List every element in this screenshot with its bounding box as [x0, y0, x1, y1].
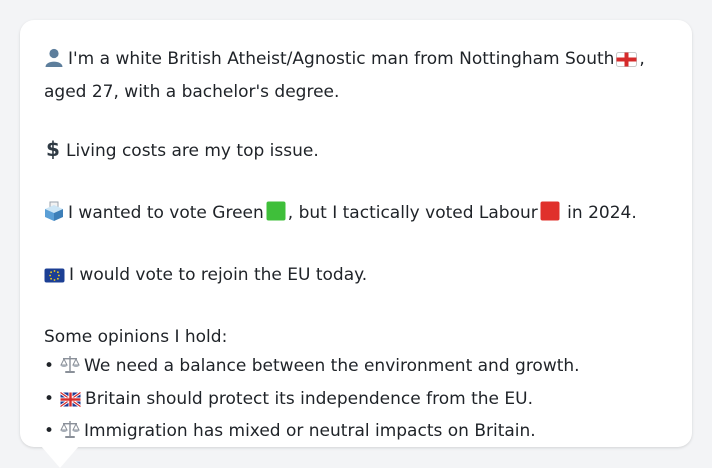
- intro-text-a: I'm a white British Atheist/Agnostic man…: [68, 49, 615, 69]
- ballot-box-icon: [44, 201, 64, 232]
- opinion-text: We need a balance between the environmen…: [84, 356, 580, 376]
- bullet: •: [44, 356, 55, 376]
- bullet: •: [44, 388, 55, 409]
- opinion-text: Immigration has mixed or neutral impacts…: [84, 421, 536, 441]
- list-item: • We need a balance between the environm…: [44, 352, 668, 385]
- issue-text: Living costs are my top issue.: [66, 140, 319, 161]
- scales-icon: [60, 419, 80, 450]
- vote-text-a: I wanted to vote Green: [68, 202, 264, 223]
- speech-bubble-tail: [41, 446, 79, 468]
- intro-line: I'm a white British Atheist/Agnostic man…: [44, 45, 668, 107]
- list-item: • Immigration has mixed or neutral impac…: [44, 417, 668, 450]
- profile-card: I'm a white British Atheist/Agnostic man…: [20, 20, 692, 447]
- england-flag-icon: [616, 48, 638, 78]
- opinions-list: • We need a balance between the environm…: [44, 352, 668, 450]
- list-item: • Britain should protect its independenc…: [44, 385, 668, 418]
- vote-text-b: , but I tactically voted Labour: [287, 202, 538, 223]
- person-icon: [44, 47, 64, 78]
- eu-text: I would vote to rejoin the EU today.: [69, 264, 368, 285]
- green-square-icon: [266, 201, 286, 232]
- bullet: •: [44, 421, 55, 441]
- vote-line: I wanted to vote Green , but I tacticall…: [44, 199, 668, 232]
- issue-line: $ Living costs are my top issue.: [44, 137, 668, 170]
- uk-flag-icon: [59, 388, 82, 418]
- svg-text:$: $: [46, 139, 60, 159]
- red-square-icon: [540, 201, 560, 232]
- intro-text-b: , aged 27, with a bachelor's degree.: [44, 49, 645, 102]
- eu-flag-icon: [44, 264, 65, 294]
- dollar-icon: $: [44, 137, 62, 170]
- opinions-heading: Some opinions I hold:: [44, 326, 228, 347]
- opinion-text: Britain should protect its independence …: [85, 388, 533, 409]
- scales-icon: [60, 354, 80, 385]
- eu-line: I would vote to rejoin the EU today.: [44, 261, 668, 294]
- vote-text-c: in 2024.: [567, 202, 637, 223]
